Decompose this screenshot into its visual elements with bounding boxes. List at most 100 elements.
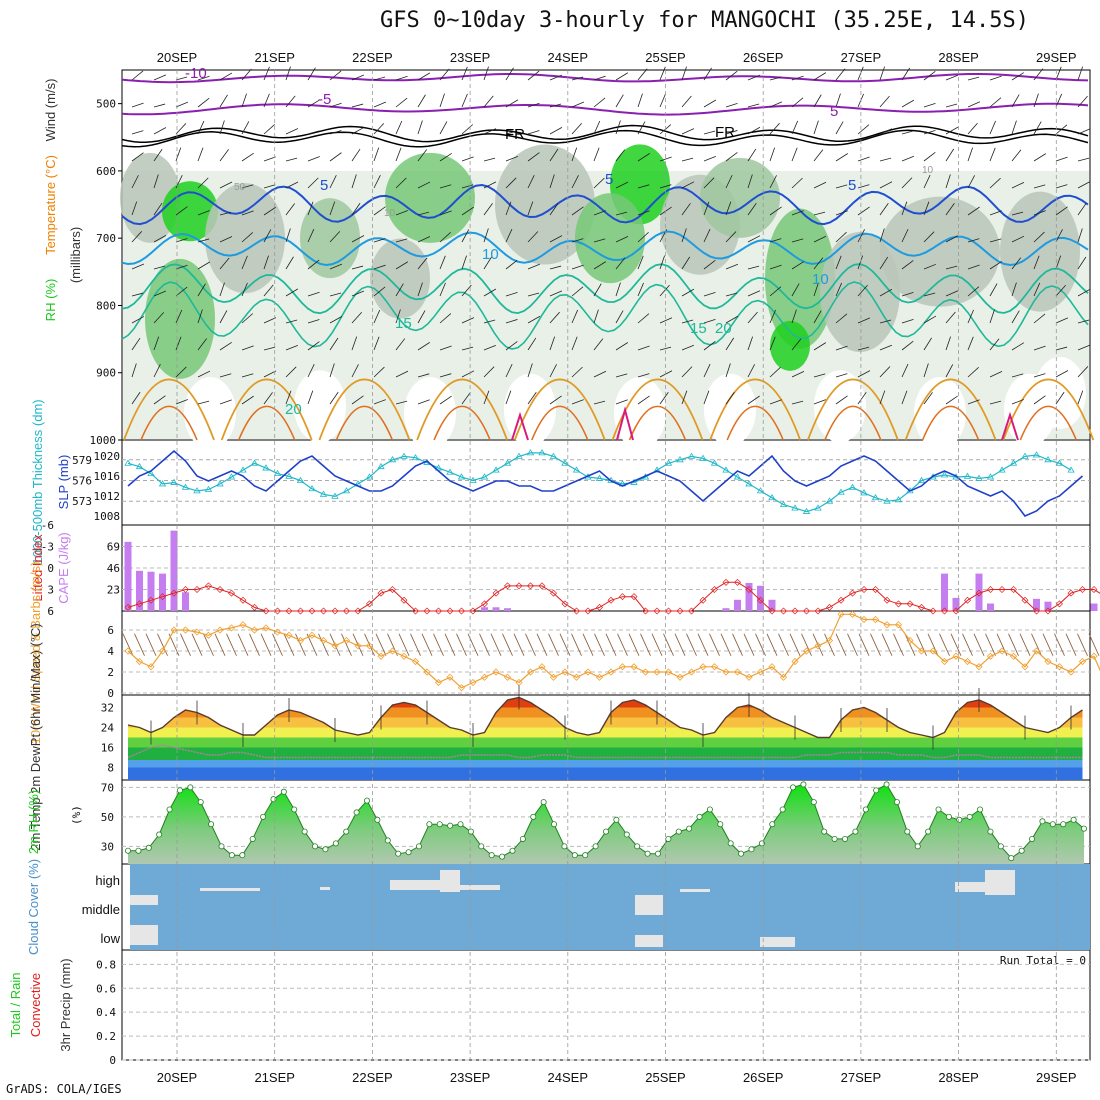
wind-barb	[769, 175, 777, 189]
wind10m-barb	[789, 633, 801, 656]
lifted-point	[757, 596, 764, 604]
rh2m-point	[488, 852, 495, 859]
contour-temp-30	[237, 405, 296, 441]
rh2m-point	[509, 847, 516, 854]
rh2m-point	[436, 821, 443, 828]
wind-barb	[571, 399, 584, 405]
wind10m-barb	[594, 633, 605, 656]
rh2m-point	[395, 850, 402, 857]
wind-barb	[989, 75, 1002, 81]
wind-barb	[483, 288, 497, 297]
temp-tick-label: 16	[101, 742, 114, 755]
contour-temp-25	[807, 378, 899, 441]
wind-barb	[967, 399, 980, 405]
wind-barb	[395, 238, 408, 243]
wind-barb	[417, 373, 430, 378]
wind-barb	[901, 318, 914, 324]
wind-barb	[857, 206, 870, 216]
rh2m-point	[925, 828, 932, 835]
wind10m-barb	[927, 633, 939, 656]
rh2m-point	[987, 828, 994, 835]
cape-bar	[1044, 601, 1052, 611]
wind10m-barb	[686, 633, 697, 656]
wind-barb	[879, 203, 889, 216]
lifted-point	[1067, 589, 1075, 597]
thickness-point	[653, 466, 661, 473]
wind10m-point	[227, 624, 236, 632]
rh-dry-cell	[814, 370, 866, 443]
panel-wind-frame	[121, 610, 1091, 696]
contour-label: 5	[848, 177, 856, 194]
wind-barb	[1077, 157, 1090, 162]
wind-barb	[967, 367, 979, 378]
wind-barb	[175, 366, 187, 378]
wind-barb	[769, 309, 776, 324]
lifted-point	[987, 586, 994, 593]
lifted-point	[607, 596, 615, 604]
wind10m-point	[802, 647, 811, 655]
temp-band	[128, 760, 1083, 768]
temp-band	[128, 727, 1083, 738]
wind-barb	[769, 101, 783, 108]
temp-tick-label: 32	[101, 702, 114, 715]
temp-band	[128, 737, 1083, 748]
lifted-point	[1090, 586, 1098, 593]
wind-barb	[549, 364, 557, 378]
cape-bar	[768, 599, 776, 611]
wind10m-point	[1021, 663, 1029, 671]
rh2m-point	[291, 806, 298, 813]
pressure-tick-label: 700	[96, 232, 116, 245]
thickness-point	[365, 473, 374, 480]
wind-barb	[747, 311, 758, 324]
wind-barb	[593, 210, 606, 216]
wind-barb	[1033, 255, 1040, 270]
rh2m-point	[696, 813, 703, 820]
wind-barb	[395, 309, 401, 324]
rh2m-point	[374, 816, 381, 823]
wind-barb	[373, 123, 385, 135]
rh2m-panel: 30 50 70 (%)	[70, 781, 1090, 864]
wind-barb	[351, 148, 361, 162]
wind-barb	[285, 128, 299, 135]
rh-dry-cell	[504, 373, 556, 446]
rh2m-point	[810, 799, 817, 806]
lifted-point	[895, 600, 902, 608]
wind-barb	[725, 70, 738, 81]
wind-barb	[747, 174, 753, 189]
wind-barb	[285, 319, 298, 324]
wind-barb	[571, 309, 579, 324]
wind-barb	[153, 202, 163, 216]
wind-barb	[923, 337, 932, 351]
thickness-point	[273, 469, 282, 476]
ylabel-cloud: Cloud Cover (%)	[26, 859, 41, 955]
rh2m-point	[748, 846, 755, 853]
date-label-bottom: 22SEP	[352, 1070, 392, 1085]
wind-barb	[769, 76, 782, 81]
rh2m-point	[332, 840, 339, 847]
lifted-point	[481, 600, 488, 608]
wind-barb	[835, 395, 848, 405]
wind-barb	[131, 363, 137, 378]
wind-barb	[1033, 373, 1046, 378]
wind-barb	[901, 177, 913, 189]
wind-barb	[461, 370, 475, 378]
lifted-point	[906, 600, 914, 608]
wind-barb	[1011, 235, 1025, 243]
thickness-point	[492, 466, 500, 473]
rh2m-point	[790, 784, 797, 791]
wind10m-barb	[847, 633, 858, 656]
wind-barb	[879, 66, 885, 81]
wind-barb	[351, 265, 364, 270]
wind10m-point	[768, 663, 776, 671]
rh2m-point	[166, 806, 173, 813]
wind-barb	[835, 93, 841, 108]
wind-barb	[769, 336, 776, 351]
wind-barb	[615, 120, 621, 135]
thickness-point	[400, 452, 408, 459]
thickness-point	[469, 476, 477, 483]
lifted-point	[941, 607, 948, 615]
wind-barb	[1033, 93, 1039, 108]
wind-barb	[967, 286, 980, 297]
wind10m-barb	[456, 633, 467, 656]
wind-barb	[659, 346, 672, 351]
